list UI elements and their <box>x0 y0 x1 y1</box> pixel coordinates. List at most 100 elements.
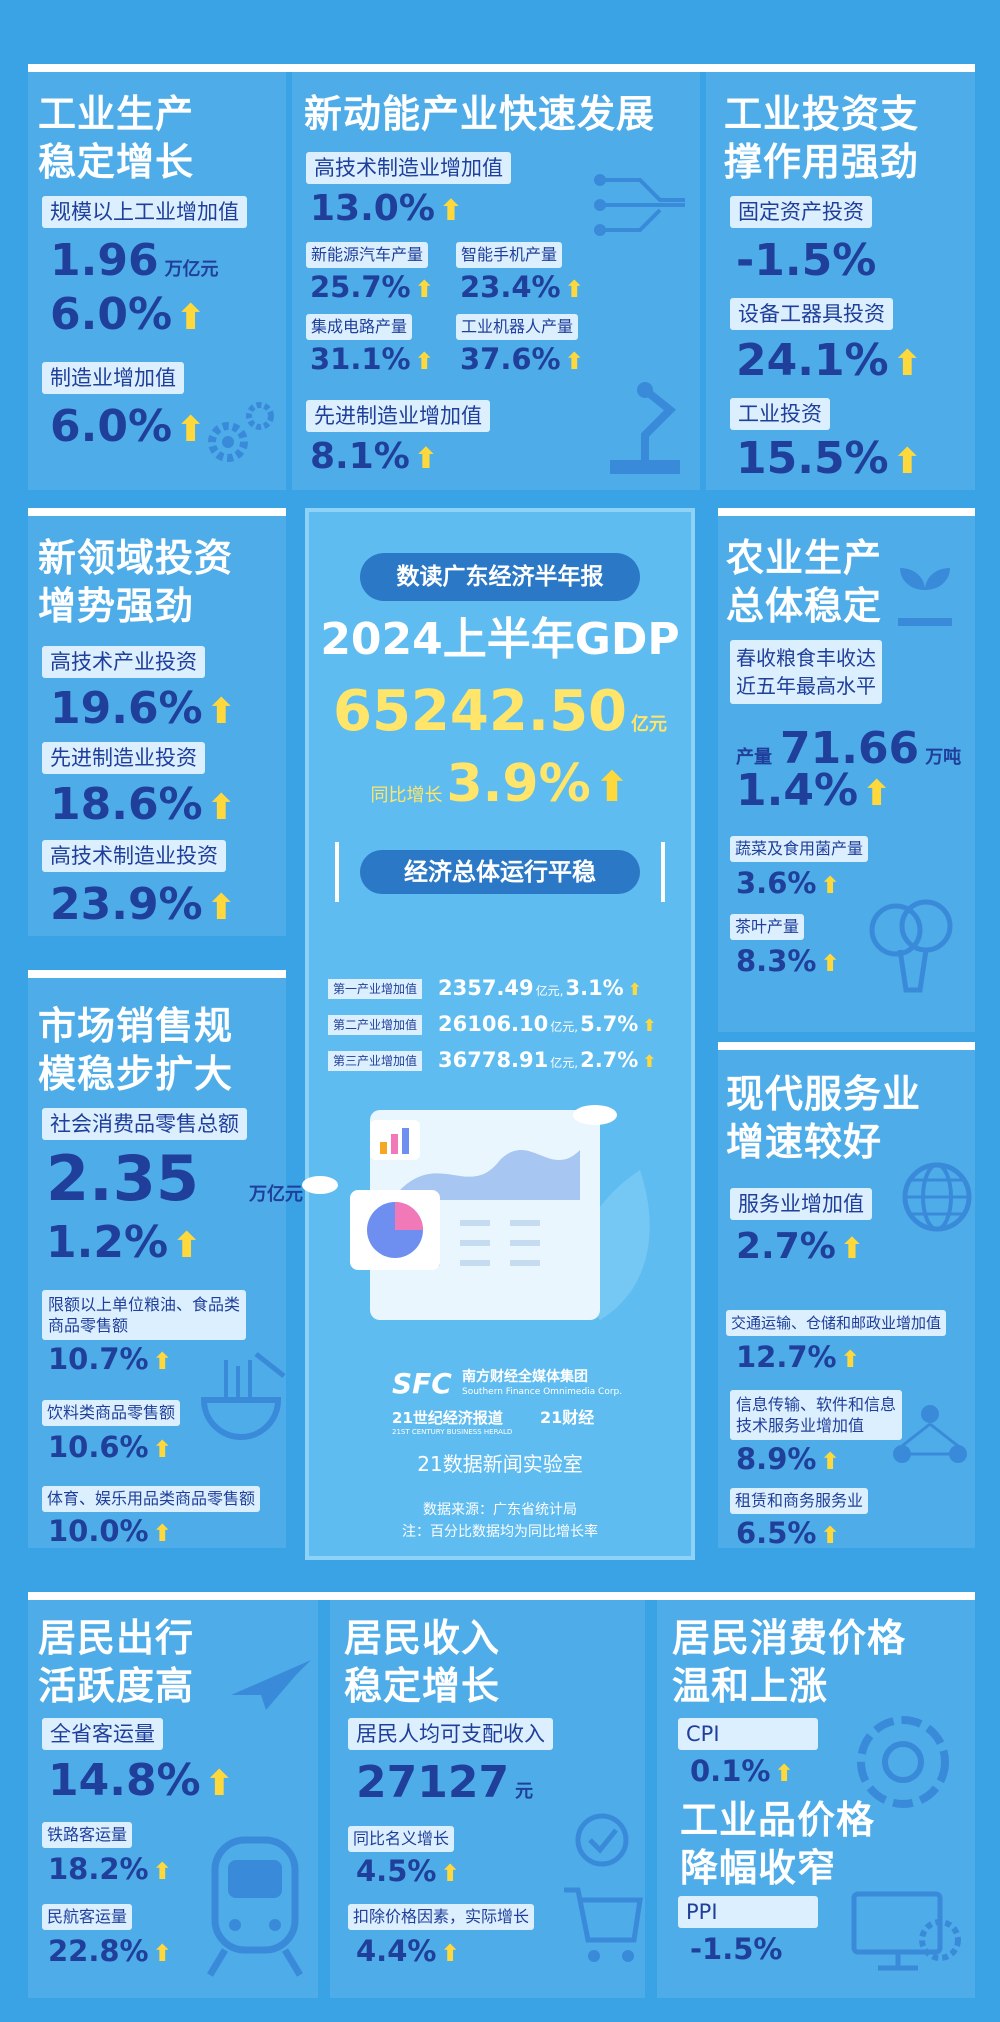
arrow-up-icon: ⬆ <box>627 979 642 999</box>
travel-value-1: 14.8% ⬆ <box>48 1756 234 1809</box>
noodle-bowl-icon <box>200 1352 286 1440</box>
new-energy-value-4: 31.1% ⬆ <box>310 342 434 379</box>
arrow-up-icon: ⬆ <box>820 950 840 977</box>
report-illustration <box>302 1105 650 1320</box>
service-value-2-num: 12.7% <box>736 1340 837 1374</box>
travel-panel <box>28 1600 318 1998</box>
new-energy-value-2-num: 25.7% <box>310 270 411 304</box>
service-value-4: 6.5% ⬆ <box>736 1516 840 1553</box>
service-label-4: 租赁和商务服务业 <box>730 1488 869 1514</box>
travel-label-1: 全省客运量 <box>42 1718 163 1750</box>
industry-value-3: 6.0% ⬆ <box>50 402 206 455</box>
arrow-up-icon: ⬆ <box>840 1346 861 1373</box>
new-energy-value-6-num: 8.1% <box>310 436 410 477</box>
arrow-up-icon: ⬆ <box>820 1448 840 1475</box>
arrow-up-icon: ⬆ <box>564 348 585 375</box>
industry-label-2: 制造业增加值 <box>42 362 184 394</box>
arrow-up-icon: ⬆ <box>152 1858 173 1885</box>
sector-label-1: 第一产业增加值 <box>328 979 423 999</box>
sector-value-1: 2357.49 亿元,3.1% ⬆ <box>438 976 642 1003</box>
income-panel <box>330 1600 645 1998</box>
agri-label-1: 春收粮食丰收达 近五年最高水平 <box>730 640 882 704</box>
industry-value-2-num: 6.0% <box>50 289 173 340</box>
right-divider-1 <box>718 508 975 516</box>
agri-prefix: 产量 <box>736 747 772 768</box>
group-en: Southern Finance Omnimedia Corp. <box>462 1387 623 1397</box>
income-value-3-num: 4.4% <box>356 1934 437 1968</box>
arrow-up-icon: ⬆ <box>414 276 435 303</box>
service-value-1-num: 2.7% <box>736 1226 836 1267</box>
price-title: 居民消费价格 温和上涨 <box>672 1616 907 1708</box>
new-energy-value-6: 8.1% ⬆ <box>310 436 438 479</box>
center-badge: 数读广东经济半年报 <box>360 553 640 601</box>
agri-label-2: 蔬菜及食用菌产量 <box>730 836 869 862</box>
new-field-value-1-num: 19.6% <box>50 683 203 734</box>
market-value-4-num: 10.6% <box>48 1430 149 1464</box>
income-label-2: 同比名义增长 <box>348 1826 455 1852</box>
income-value-2-num: 4.5% <box>356 1854 437 1888</box>
gdp-growth-label: 同比增长 <box>370 785 443 806</box>
sprout-icon <box>898 568 952 626</box>
arrow-up-icon: ⬆ <box>440 1860 460 1887</box>
arrow-up-icon: ⬆ <box>839 1231 864 1265</box>
new-energy-label-1: 高技术制造业增加值 <box>306 152 511 184</box>
gdp-growth: 同比增长3.9%⬆ <box>320 756 680 824</box>
price-value-2: -1.5% <box>690 1932 783 1966</box>
paper-name: 21世纪经济报道 <box>392 1409 503 1427</box>
market-label-1: 社会消费品零售总额 <box>42 1108 247 1140</box>
gdp-title: 2024上半年GDP <box>320 614 680 665</box>
market-label-3: 饮料类商品零售额 <box>42 1400 181 1426</box>
market-value-5: 10.0% ⬆ <box>48 1514 172 1551</box>
arrow-up-icon: ⬆ <box>176 297 206 338</box>
arrow-up-icon: ⬆ <box>206 887 237 928</box>
market-value-3-num: 10.7% <box>48 1342 149 1376</box>
sector-value-3: 36778.91 亿元,2.7% ⬆ <box>438 1048 656 1075</box>
gdp-unit: 亿元 <box>631 714 668 735</box>
source-note: 数据来源：广东省统计局 <box>423 1502 577 1518</box>
monitor-gear-icon <box>851 1891 961 1971</box>
new-field-value-3: 23.9% ⬆ <box>50 880 236 933</box>
ind-invest-value-2-num: 24.1% <box>736 335 889 386</box>
service-label-1: 服务业增加值 <box>730 1188 872 1220</box>
income-value-3: 4.4% ⬆ <box>356 1934 460 1971</box>
sfc-logo-text: SFC <box>392 1367 452 1400</box>
sector-unit-2: 亿元, <box>550 1020 579 1034</box>
new-energy-value-2: 25.7% ⬆ <box>310 270 434 307</box>
arrow-up-icon: ⬆ <box>820 1522 840 1549</box>
paper-en: 21ST CENTURY BUSINESS HERALD <box>392 1428 513 1436</box>
market-unit-1: 万亿元 <box>248 1184 303 1205</box>
travel-value-1-num: 14.8% <box>48 1755 201 1806</box>
service-value-1: 2.7% ⬆ <box>736 1226 864 1269</box>
arrow-up-icon: ⬆ <box>206 787 237 828</box>
bottom-divider <box>28 1592 975 1600</box>
gdp-growth-value: 3.9% <box>446 754 591 814</box>
new-field-label-2: 先进制造业投资 <box>42 742 205 774</box>
left-divider-2 <box>28 970 286 978</box>
market-value-2-num: 1.2% <box>46 1217 169 1268</box>
industry-label-1: 规模以上工业增加值 <box>42 196 247 228</box>
group-name: 南方财经全媒体集团 <box>462 1369 588 1385</box>
new-energy-label-6: 先进制造业增加值 <box>306 400 490 432</box>
ind-invest-label-3: 工业投资 <box>730 398 830 430</box>
service-panel <box>718 1050 975 1548</box>
travel-value-3-num: 22.8% <box>48 1934 149 1968</box>
income-unit-1: 元 <box>515 1781 534 1802</box>
agri-value-2: 1.4% ⬆ <box>736 766 892 819</box>
arrow-up-icon: ⬆ <box>820 872 840 899</box>
sector-value-1-num: 2357.49 <box>438 976 534 1000</box>
agri-label-3: 茶叶产量 <box>730 914 805 940</box>
arrow-up-icon: ⬆ <box>642 1051 657 1071</box>
industry-value-2: 6.0% ⬆ <box>50 290 206 343</box>
agri-value-3: 3.6% ⬆ <box>736 866 840 903</box>
arrow-up-icon: ⬆ <box>204 1763 235 1804</box>
service-title: 现代服务业 增速较好 <box>726 1072 922 1164</box>
agri-value-3-num: 3.6% <box>736 866 817 900</box>
agri-title: 农业生产 总体稳定 <box>726 536 883 628</box>
new-energy-title: 新动能产业快速发展 <box>304 92 656 136</box>
percent-note: 注：百分比数据均为同比增长率 <box>402 1524 598 1540</box>
market-value-5-num: 10.0% <box>48 1514 149 1548</box>
sector-value-2-num: 26106.10 <box>438 1012 549 1036</box>
new-energy-label-3: 智能手机产量 <box>456 242 563 268</box>
market-panel <box>28 978 286 1548</box>
arrow-up-icon: ⬆ <box>440 1940 460 1967</box>
